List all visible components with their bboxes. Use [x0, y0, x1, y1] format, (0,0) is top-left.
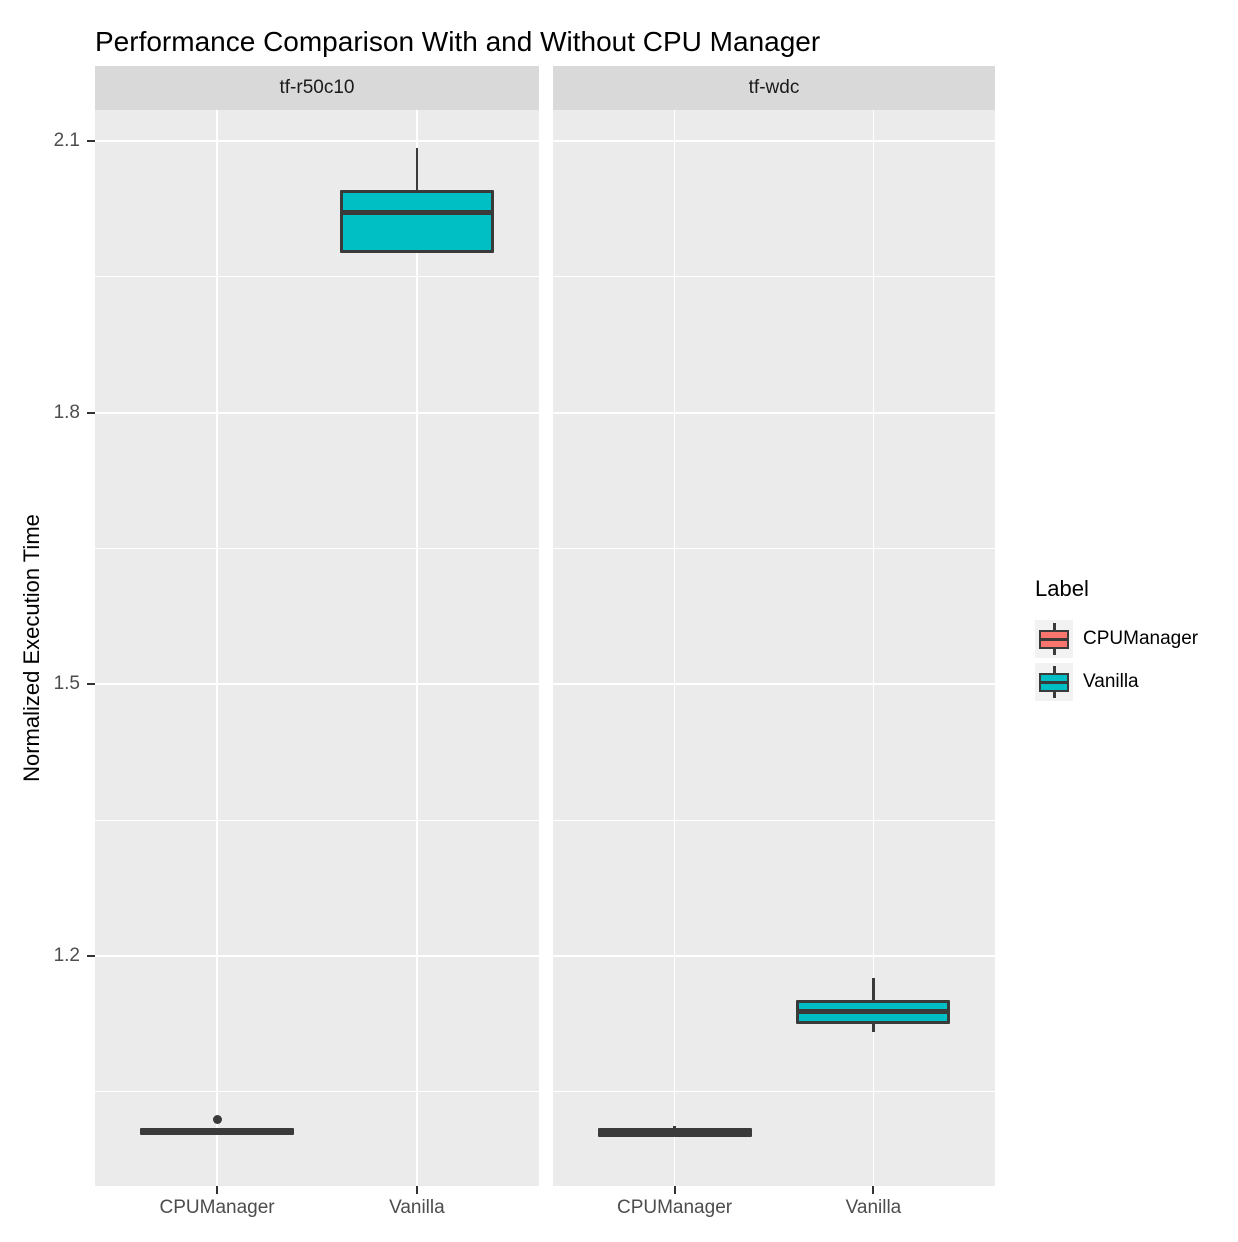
chart-title: Performance Comparison With and Without … — [95, 26, 821, 57]
facet-strip-tf-wdc: tf-wdc — [553, 66, 995, 110]
outlier-point-cpumanager — [212, 1115, 222, 1125]
legend: Label CPUManager Vanilla — [1030, 576, 1235, 711]
legend-key-boxplot-glyph — [1035, 620, 1073, 658]
whisker-upper-cpumanager — [673, 1126, 676, 1129]
legend-entry-label: CPUManager — [1083, 628, 1199, 649]
x-tick-label: Vanilla — [845, 1197, 902, 1218]
glyph-median — [1041, 680, 1067, 684]
x-tick — [415, 1186, 418, 1194]
median-line-vanilla — [339, 210, 494, 216]
gridline-y-major — [95, 683, 539, 686]
gridline-y-minor — [553, 276, 995, 278]
gridline-y-major — [553, 140, 995, 142]
gridline-y-minor — [553, 819, 995, 821]
y-tick — [87, 683, 95, 686]
gridline-y-minor — [95, 276, 539, 278]
median-line-cpumanager — [140, 1129, 295, 1135]
x-tick — [673, 1186, 676, 1194]
facet-panel-tf-r50c10 — [95, 110, 539, 1186]
legend-entry: Vanilla — [1035, 663, 1235, 701]
gridline-y-major — [553, 411, 995, 414]
y-tick — [87, 411, 95, 414]
y-tick-label: 2.1 — [53, 130, 80, 151]
y-tick-label: 1.5 — [53, 673, 80, 695]
legend-entry: CPUManager — [1035, 620, 1235, 658]
y-tick-label: 1.8 — [53, 401, 80, 423]
gridline-y-major — [553, 955, 995, 958]
legend-entries: CPUManager Vanilla — [1035, 620, 1235, 706]
gridline-x-major — [872, 110, 875, 1186]
box-vanilla — [339, 189, 494, 254]
gridline-y-minor — [95, 548, 539, 550]
y-tick-label: 1.2 — [53, 945, 80, 967]
gridline-y-major — [95, 411, 539, 414]
legend-title: Label — [1035, 576, 1089, 601]
facet-strip-tf-r50c10: tf-r50c10 — [95, 66, 539, 110]
x-tick — [872, 1186, 875, 1194]
gridline-x-major — [216, 110, 218, 1186]
x-tick — [216, 1186, 219, 1194]
facet-panel-tf-wdc — [553, 110, 995, 1186]
gridline-y-major — [95, 955, 539, 958]
whisker-upper-vanilla — [872, 977, 875, 1001]
gridline-y-minor — [95, 1091, 539, 1093]
gridline-y-minor — [553, 548, 995, 550]
legend-entry-label: Vanilla — [1083, 671, 1139, 692]
gridline-y-major — [95, 140, 539, 142]
gridline-x-major — [673, 110, 676, 1186]
x-tick-label: CPUManager — [159, 1197, 275, 1218]
y-tick — [87, 955, 95, 958]
whisker-upper-vanilla — [415, 148, 419, 190]
y-tick — [87, 140, 95, 142]
legend-key-boxplot-glyph — [1035, 663, 1073, 701]
median-line-vanilla — [796, 1008, 951, 1014]
x-tick-label: CPUManager — [616, 1197, 733, 1218]
gridline-y-minor — [553, 1091, 995, 1093]
gridline-y-minor — [95, 819, 539, 821]
whisker-lower-vanilla — [872, 1023, 875, 1033]
x-tick-label: Vanilla — [389, 1197, 445, 1218]
gridline-x-major — [416, 110, 418, 1186]
glyph-median — [1041, 637, 1067, 641]
gridline-y-major — [553, 683, 995, 686]
median-line-cpumanager — [597, 1130, 752, 1136]
